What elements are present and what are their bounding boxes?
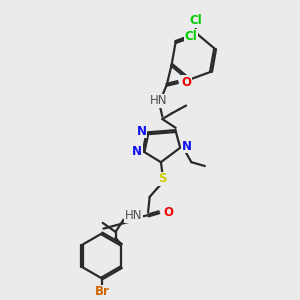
Text: O: O <box>163 206 173 219</box>
Text: HN: HN <box>125 209 142 222</box>
Text: Cl: Cl <box>189 14 202 27</box>
Text: N: N <box>137 125 147 138</box>
Text: O: O <box>182 76 192 88</box>
Text: Br: Br <box>94 285 109 298</box>
Text: N: N <box>132 145 142 158</box>
Text: HN: HN <box>149 94 167 107</box>
Text: Cl: Cl <box>185 30 197 43</box>
Text: N: N <box>182 140 192 153</box>
Text: S: S <box>158 172 167 185</box>
